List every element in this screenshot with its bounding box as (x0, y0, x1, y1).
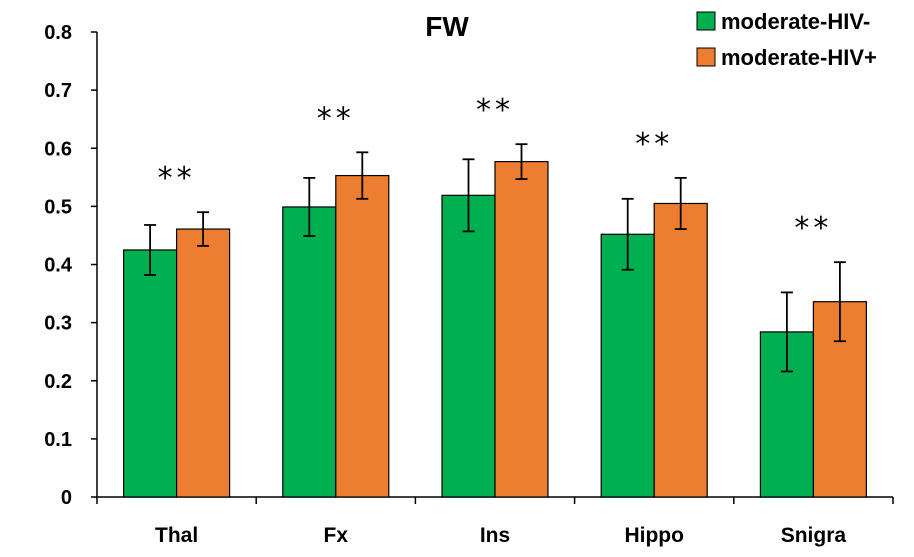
significance-annotation: ** (794, 211, 832, 246)
legend-swatch (696, 47, 716, 67)
legend: moderate-HIV-moderate-HIV+ (696, 9, 877, 70)
x-tick-label: Snigra (781, 524, 847, 547)
bar-moderate-HIV- (122, 249, 178, 498)
y-tick-label: 0.7 (44, 80, 72, 102)
y-tick-label: 0.6 (44, 138, 72, 160)
y-tick-label: 0.8 (44, 22, 72, 44)
bar-moderate-HIV+ (653, 202, 708, 498)
y-tick-label: 0 (61, 487, 72, 509)
y-tick-label: 0.2 (44, 371, 72, 393)
bar-moderate-HIV- (441, 194, 496, 498)
axes: 0 0.1 0.2 0.3 0.4 0.5 0.6 0.7 0.8 Thal Fx Ins Hippo S… (44, 22, 894, 547)
x-tick-label: Ins (480, 524, 510, 547)
significance-annotation: ** (158, 161, 196, 196)
legend-label: moderate-HIV- (721, 9, 870, 34)
bar-moderate-HIV+ (335, 174, 390, 498)
legend-swatch (696, 11, 716, 31)
bar-moderate-HIV+ (494, 161, 549, 498)
significance-annotation: ** (317, 101, 355, 136)
significance-annotation: ** (476, 93, 514, 128)
significance-annotation: ** (635, 127, 673, 162)
x-tick-label: Thal (155, 524, 198, 547)
y-tick-label: 0.5 (44, 196, 72, 218)
bar-moderate-HIV- (282, 206, 337, 498)
x-tick-label: Hippo (624, 524, 683, 547)
bar-moderate-HIV- (600, 233, 655, 498)
y-tick-label: 0.3 (44, 313, 72, 335)
bars: ** ** ** ** ** (122, 93, 868, 498)
y-tick-label: 0.1 (44, 429, 72, 451)
x-tick-label: Fx (324, 524, 349, 547)
chart-title: FW (425, 11, 469, 42)
y-tick-label: 0.4 (44, 255, 73, 277)
bar-moderate-HIV+ (176, 228, 231, 498)
legend-label: moderate-HIV+ (721, 45, 877, 70)
